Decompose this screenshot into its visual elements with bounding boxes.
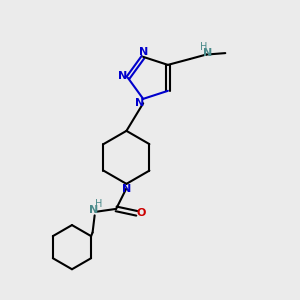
Text: N: N (89, 206, 99, 215)
Text: N: N (118, 71, 127, 81)
Text: N: N (122, 184, 131, 194)
Text: N: N (139, 46, 148, 57)
Text: H: H (95, 200, 103, 209)
Text: N: N (135, 98, 144, 108)
Text: O: O (136, 208, 146, 218)
Text: N: N (203, 48, 212, 58)
Text: H: H (200, 42, 208, 52)
